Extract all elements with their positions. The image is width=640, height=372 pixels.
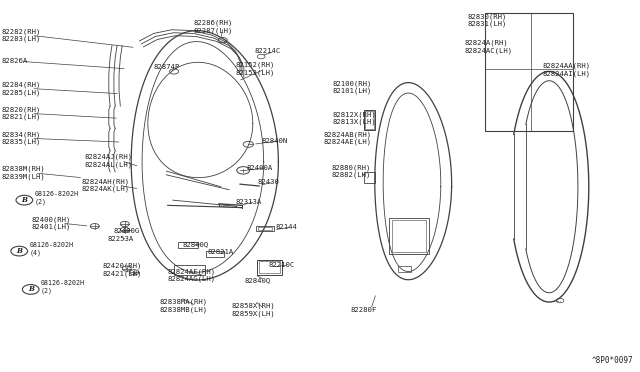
Text: ^8P0*0097: ^8P0*0097 <box>592 356 634 365</box>
Text: 08126-8202H
(4): 08126-8202H (4) <box>29 242 74 256</box>
Text: 82834(RH)
82835(LH): 82834(RH) 82835(LH) <box>1 131 41 145</box>
Text: 82430: 82430 <box>257 179 279 185</box>
Bar <box>256 226 274 231</box>
Text: 82152(RH)
82153(LH): 82152(RH) 82153(LH) <box>236 62 275 76</box>
Text: B: B <box>28 285 34 294</box>
Text: 82840Q: 82840Q <box>182 241 209 247</box>
Text: 82286(RH)
82287(LH): 82286(RH) 82287(LH) <box>193 20 233 34</box>
Text: 82874P: 82874P <box>154 64 180 70</box>
Text: 82812X(RH)
82813X(LH): 82812X(RH) 82813X(LH) <box>333 111 376 125</box>
Text: 82824AH(RH)
82824AK(LH): 82824AH(RH) 82824AK(LH) <box>82 178 130 192</box>
Bar <box>258 227 272 230</box>
Text: 82144: 82144 <box>275 224 297 230</box>
Bar <box>257 260 282 275</box>
Text: 82824A(RH)
82824AC(LH): 82824A(RH) 82824AC(LH) <box>465 39 513 54</box>
Bar <box>364 172 375 183</box>
Bar <box>389 218 429 254</box>
Bar <box>485 13 573 131</box>
Text: 82100(RH)
82101(LH): 82100(RH) 82101(LH) <box>333 80 372 94</box>
Text: 82282(RH)
82283(LH): 82282(RH) 82283(LH) <box>1 28 41 42</box>
Bar <box>178 242 198 248</box>
Text: 08126-8202H
(2): 08126-8202H (2) <box>41 280 85 294</box>
Bar <box>364 110 375 130</box>
Text: 82400(RH)
82401(LH): 82400(RH) 82401(LH) <box>32 216 72 230</box>
Text: 82830(RH)
82831(LH): 82830(RH) 82831(LH) <box>467 13 507 28</box>
Text: 82826A: 82826A <box>1 58 28 64</box>
Text: 82420(RH)
82421(LH): 82420(RH) 82421(LH) <box>102 263 142 277</box>
Text: 82214C: 82214C <box>255 48 281 54</box>
Text: 82284(RH)
82285(LH): 82284(RH) 82285(LH) <box>1 81 41 96</box>
Text: B: B <box>21 196 28 204</box>
Bar <box>206 251 224 257</box>
Text: 82824AA(RH)
82824AI(LH): 82824AA(RH) 82824AI(LH) <box>543 63 591 77</box>
Text: 82280F: 82280F <box>351 307 377 312</box>
Bar <box>392 220 426 252</box>
Bar <box>174 265 205 275</box>
Bar <box>365 111 374 129</box>
Text: 82313A: 82313A <box>236 199 262 205</box>
Bar <box>398 266 411 272</box>
Text: 82821A: 82821A <box>208 249 234 255</box>
Text: B: B <box>16 247 22 255</box>
Text: 82400A: 82400A <box>246 165 273 171</box>
Text: 82253A: 82253A <box>108 236 134 242</box>
Text: 82838M(RH)
82839M(LH): 82838M(RH) 82839M(LH) <box>1 166 45 180</box>
Text: 82840N: 82840N <box>261 138 287 144</box>
Text: 82840Q: 82840Q <box>244 277 271 283</box>
Text: 08126-8202H
(2): 08126-8202H (2) <box>35 191 79 205</box>
Text: 82880(RH)
82882(LH): 82880(RH) 82882(LH) <box>332 164 371 178</box>
Text: 82824AF(RH)
82824AG(LH): 82824AF(RH) 82824AG(LH) <box>168 268 216 282</box>
Text: 82400G: 82400G <box>114 228 140 234</box>
Text: 82838MA(RH)
82838MB(LH): 82838MA(RH) 82838MB(LH) <box>160 299 208 313</box>
Text: 82820(RH)
82821(LH): 82820(RH) 82821(LH) <box>1 106 41 121</box>
Text: 82824AJ(RH)
82824AL(LH): 82824AJ(RH) 82824AL(LH) <box>84 154 132 168</box>
Text: 82210C: 82210C <box>269 262 295 268</box>
Bar <box>259 261 280 273</box>
Text: 82824AB(RH)
82824AE(LH): 82824AB(RH) 82824AE(LH) <box>323 131 371 145</box>
Text: 82858X(RH)
82859X(LH): 82858X(RH) 82859X(LH) <box>232 302 275 317</box>
